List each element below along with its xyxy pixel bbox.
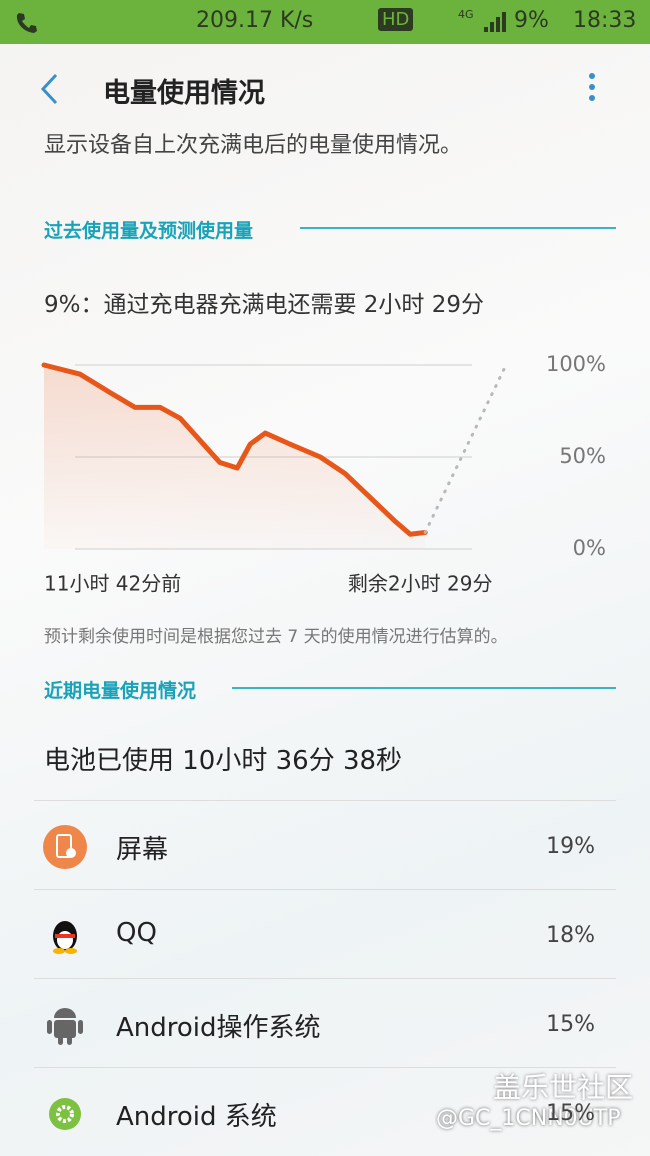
divider — [34, 800, 616, 801]
net-speed: 209.17 K/s — [196, 8, 314, 33]
app-icon — [43, 914, 87, 958]
section-rule — [232, 687, 616, 689]
battery-chart: 0% 50% 100% 11小时 42分前 剩余2小时 29分 — [41, 352, 606, 596]
description: 显示设备自上次充满电后的电量使用情况。 — [44, 133, 463, 158]
watermark-user: @GC_1CNN0UTP — [436, 1106, 621, 1131]
app-name[interactable]: Android操作系统 — [116, 1013, 321, 1043]
phone-icon — [16, 13, 37, 33]
hd-badge: HD — [378, 8, 414, 31]
back-button[interactable] — [38, 72, 62, 106]
divider — [34, 1067, 616, 1068]
app-icon — [43, 825, 87, 869]
usage-area — [44, 365, 426, 549]
x-tick-label: 剩余2小时 29分 — [348, 572, 493, 596]
app-icon-graphic — [43, 825, 87, 869]
battery-used: 电池已使用 10小时 36分 38秒 — [44, 746, 403, 776]
app-icon — [43, 1003, 87, 1047]
app-icon-graphic — [53, 921, 77, 954]
projection-line — [423, 363, 508, 534]
section-rule — [300, 227, 616, 229]
app-percent: 19% — [546, 834, 595, 859]
clock: 18:33 — [573, 8, 637, 33]
divider — [34, 889, 616, 890]
charge-info: 9%：通过充电器充满电还需要 2小时 29分 — [44, 292, 485, 318]
watermark-site: 盖乐世社区 — [493, 1071, 634, 1104]
app-percent: 15% — [546, 1012, 595, 1037]
usage-line — [41, 362, 428, 537]
app-name[interactable]: 屏幕 — [116, 835, 169, 865]
status-bar: 209.17 K/s HD 4G 9% 18:33 — [0, 0, 650, 44]
app-icon-graphic — [47, 1008, 83, 1045]
more-menu[interactable] — [586, 72, 598, 104]
battery-level: 9% — [514, 8, 549, 33]
page-title: 电量使用情况 — [103, 78, 265, 109]
section-header: 近期电量使用情况 — [44, 680, 197, 702]
signal-icon — [484, 12, 506, 32]
network-type: 4G — [458, 8, 474, 21]
app-name[interactable]: QQ — [116, 918, 157, 948]
y-tick-label: 50% — [559, 444, 606, 468]
divider — [34, 978, 616, 979]
y-tick-label: 0% — [573, 536, 606, 560]
app-percent: 18% — [546, 923, 595, 948]
app-name[interactable]: Android 系统 — [116, 1102, 277, 1132]
app-icon — [43, 1092, 87, 1136]
x-tick-label: 11小时 42分前 — [44, 572, 181, 596]
y-tick-label: 100% — [546, 352, 606, 376]
app-percent: 15% — [546, 1101, 595, 1126]
app-icon-graphic — [49, 1098, 81, 1130]
section-header: 过去使用量及预测使用量 — [44, 220, 254, 242]
estimate-note: 预计剩余使用时间是根据您过去 7 天的使用情况进行估算的。 — [44, 627, 508, 647]
